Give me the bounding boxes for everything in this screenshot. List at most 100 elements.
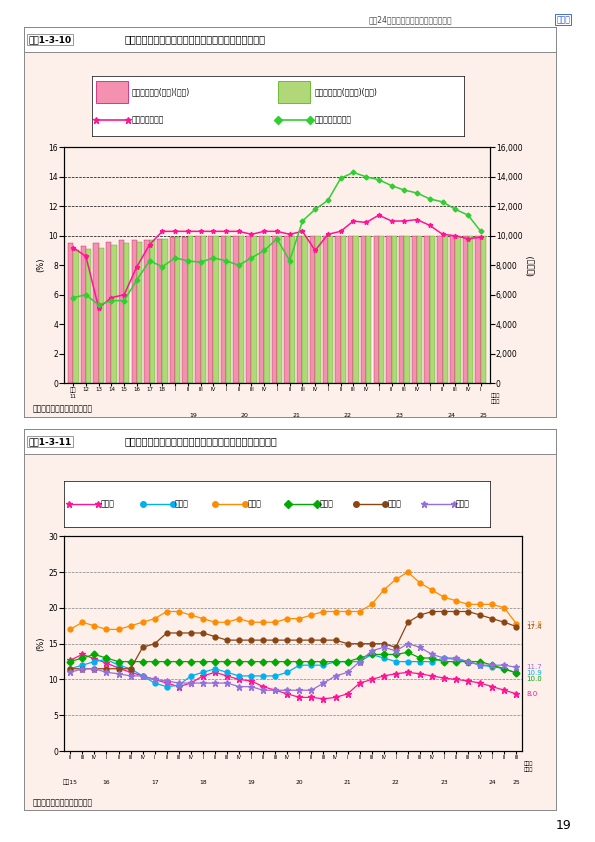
Text: オフィスビル賃料及び空室率の推移（名古屋・大阪）: オフィスビル賃料及び空室率の推移（名古屋・大阪） (125, 35, 266, 45)
Y-axis label: (%): (%) (37, 258, 46, 273)
Text: 25: 25 (480, 413, 487, 418)
Bar (96, 81, 127, 103)
Text: 広島市: 広島市 (320, 499, 333, 509)
Bar (374, 236, 379, 383)
Text: 19: 19 (248, 780, 255, 785)
Bar (162, 238, 168, 383)
Bar (239, 236, 244, 383)
Text: 資料：シービーアールイー我: 資料：シービーアールイー我 (33, 404, 93, 413)
Bar (481, 236, 486, 383)
Bar (430, 236, 435, 383)
Text: 23: 23 (396, 413, 403, 418)
Bar (259, 236, 264, 383)
Bar (157, 238, 162, 383)
Bar (188, 236, 193, 383)
Text: 16: 16 (103, 780, 110, 785)
Text: 20: 20 (296, 780, 303, 785)
Bar (24, 27, 556, 52)
Text: 25: 25 (512, 780, 520, 785)
Bar (310, 236, 315, 383)
Bar (361, 236, 366, 383)
Text: 平成24年度の地価・土地取引等の動向: 平成24年度の地価・土地取引等の動向 (369, 15, 453, 24)
Bar (86, 249, 91, 383)
Bar (290, 236, 295, 383)
Text: 金沢市: 金沢市 (247, 499, 261, 509)
Bar (233, 236, 239, 383)
Bar (170, 237, 175, 383)
Text: 資料：シービーアールイー我: 資料：シービーアールイー我 (33, 798, 93, 807)
Y-axis label: (%): (%) (36, 637, 45, 651)
Text: 11.7: 11.7 (526, 664, 542, 670)
Bar (455, 236, 461, 383)
Text: 10.0: 10.0 (526, 676, 542, 683)
Text: 18: 18 (199, 780, 206, 785)
Bar (297, 236, 302, 383)
Bar (99, 248, 104, 383)
Text: 24: 24 (447, 413, 455, 418)
Bar (201, 236, 206, 383)
Text: 22: 22 (392, 780, 400, 785)
Text: 17.4: 17.4 (526, 624, 541, 630)
Bar (93, 243, 99, 383)
Bar (412, 236, 417, 383)
Bar (302, 236, 308, 383)
Text: 平均募集賃料(名古屋)(右軸): 平均募集賃料(名古屋)(右軸) (314, 88, 377, 97)
Bar (226, 236, 231, 383)
Text: 図表1-3-10: 図表1-3-10 (28, 35, 71, 44)
Text: （期）
（年）: （期） （年） (491, 393, 500, 404)
Bar (264, 236, 270, 383)
Bar (119, 240, 124, 383)
Bar (443, 236, 448, 383)
Bar (183, 237, 188, 383)
Bar (221, 236, 226, 383)
Text: 仙台市: 仙台市 (175, 499, 189, 509)
Bar (73, 250, 79, 383)
Text: 8.0: 8.0 (526, 690, 537, 697)
Bar (336, 236, 341, 383)
Text: 24: 24 (488, 780, 496, 785)
Text: 高松市: 高松市 (387, 499, 402, 509)
Bar (252, 236, 257, 383)
Bar (328, 236, 333, 383)
Bar (24, 429, 556, 454)
Bar (131, 240, 137, 383)
Text: （期）
（年）: （期） （年） (524, 761, 533, 772)
Bar (322, 236, 328, 383)
Bar (68, 243, 73, 383)
Bar (386, 236, 392, 383)
Bar (149, 240, 155, 383)
Bar (124, 243, 130, 383)
Text: 図表1-3-11: 図表1-3-11 (28, 437, 71, 446)
Text: 空室率（大阪）: 空室率（大阪） (132, 115, 164, 125)
Bar (463, 236, 468, 383)
Bar (80, 246, 86, 383)
Bar (450, 236, 455, 383)
Text: 平均募集賃料(大阪)(右軸): 平均募集賃料(大阪)(右軸) (132, 88, 190, 97)
Bar (417, 236, 422, 383)
Text: 17.8: 17.8 (526, 621, 542, 626)
Bar (341, 236, 346, 383)
Text: 19: 19 (556, 819, 571, 832)
Bar (175, 237, 180, 383)
Text: 土地に関する動向: 土地に関する動向 (559, 453, 568, 490)
Bar (468, 236, 474, 383)
Text: 23: 23 (440, 780, 448, 785)
Text: 札幌市: 札幌市 (101, 499, 114, 509)
Text: 20: 20 (241, 413, 249, 418)
Text: 空室率（名古屋）: 空室率（名古屋） (314, 115, 351, 125)
Bar (353, 236, 359, 383)
Text: 福岡市: 福岡市 (456, 499, 469, 509)
Bar (348, 236, 353, 383)
Bar (392, 236, 397, 383)
Bar (284, 236, 290, 383)
Text: 22: 22 (344, 413, 352, 418)
Bar (144, 240, 149, 383)
Text: 10.9: 10.9 (526, 670, 542, 676)
Bar (424, 236, 430, 383)
Bar (437, 236, 443, 383)
Text: オフィスビル空室率の推移（地方ブロック別の中心都市）: オフィスビル空室率の推移（地方ブロック別の中心都市） (125, 437, 278, 446)
Text: 21: 21 (292, 413, 300, 418)
Bar (277, 236, 282, 383)
Text: 21: 21 (344, 780, 352, 785)
Bar (208, 236, 213, 383)
